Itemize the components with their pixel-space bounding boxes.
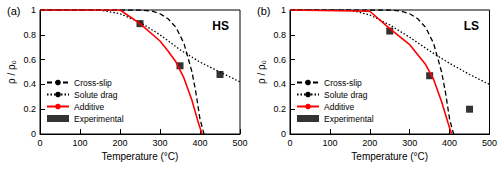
svg-text:Solute drag: Solute drag (74, 90, 118, 100)
svg-text:400: 400 (442, 138, 457, 148)
svg-text:500: 500 (482, 138, 497, 148)
svg-text:500: 500 (232, 138, 247, 148)
svg-text:LS: LS (464, 19, 479, 33)
svg-text:Cross-slip: Cross-slip (74, 78, 112, 88)
svg-text:ρ / ρ₀: ρ / ρ₀ (6, 60, 17, 84)
svg-text:0: 0 (37, 138, 42, 148)
svg-text:Experimental: Experimental (74, 114, 124, 124)
svg-text:Temperature (°C): Temperature (°C) (351, 151, 428, 162)
svg-text:0.4: 0.4 (23, 79, 36, 89)
svg-text:400: 400 (192, 138, 207, 148)
svg-text:300: 300 (152, 138, 167, 148)
svg-text:0.8: 0.8 (273, 30, 286, 40)
svg-text:0.4: 0.4 (273, 79, 286, 89)
svg-text:200: 200 (362, 138, 377, 148)
svg-text:0.8: 0.8 (23, 30, 36, 40)
svg-text:1: 1 (31, 5, 36, 15)
svg-text:200: 200 (112, 138, 127, 148)
svg-text:ρ / ρ₀: ρ / ρ₀ (256, 60, 267, 84)
svg-text:Solute drag: Solute drag (324, 90, 368, 100)
svg-text:100: 100 (322, 138, 337, 148)
svg-text:(a): (a) (7, 5, 20, 17)
svg-text:0: 0 (31, 129, 36, 139)
svg-text:0: 0 (281, 129, 286, 139)
svg-text:0.6: 0.6 (273, 55, 286, 65)
svg-text:Cross-slip: Cross-slip (324, 78, 362, 88)
svg-text:300: 300 (402, 138, 417, 148)
svg-text:0: 0 (287, 138, 292, 148)
svg-text:1: 1 (281, 5, 286, 15)
svg-text:(b): (b) (257, 5, 270, 17)
svg-text:0.2: 0.2 (23, 104, 36, 114)
svg-text:Temperature (°C): Temperature (°C) (102, 151, 179, 162)
svg-text:0.6: 0.6 (23, 55, 36, 65)
svg-text:Additive: Additive (324, 102, 355, 112)
svg-text:100: 100 (72, 138, 87, 148)
svg-text:Experimental: Experimental (324, 114, 374, 124)
svg-text:HS: HS (212, 19, 229, 33)
svg-text:Additive: Additive (74, 102, 105, 112)
svg-text:0.2: 0.2 (273, 104, 286, 114)
